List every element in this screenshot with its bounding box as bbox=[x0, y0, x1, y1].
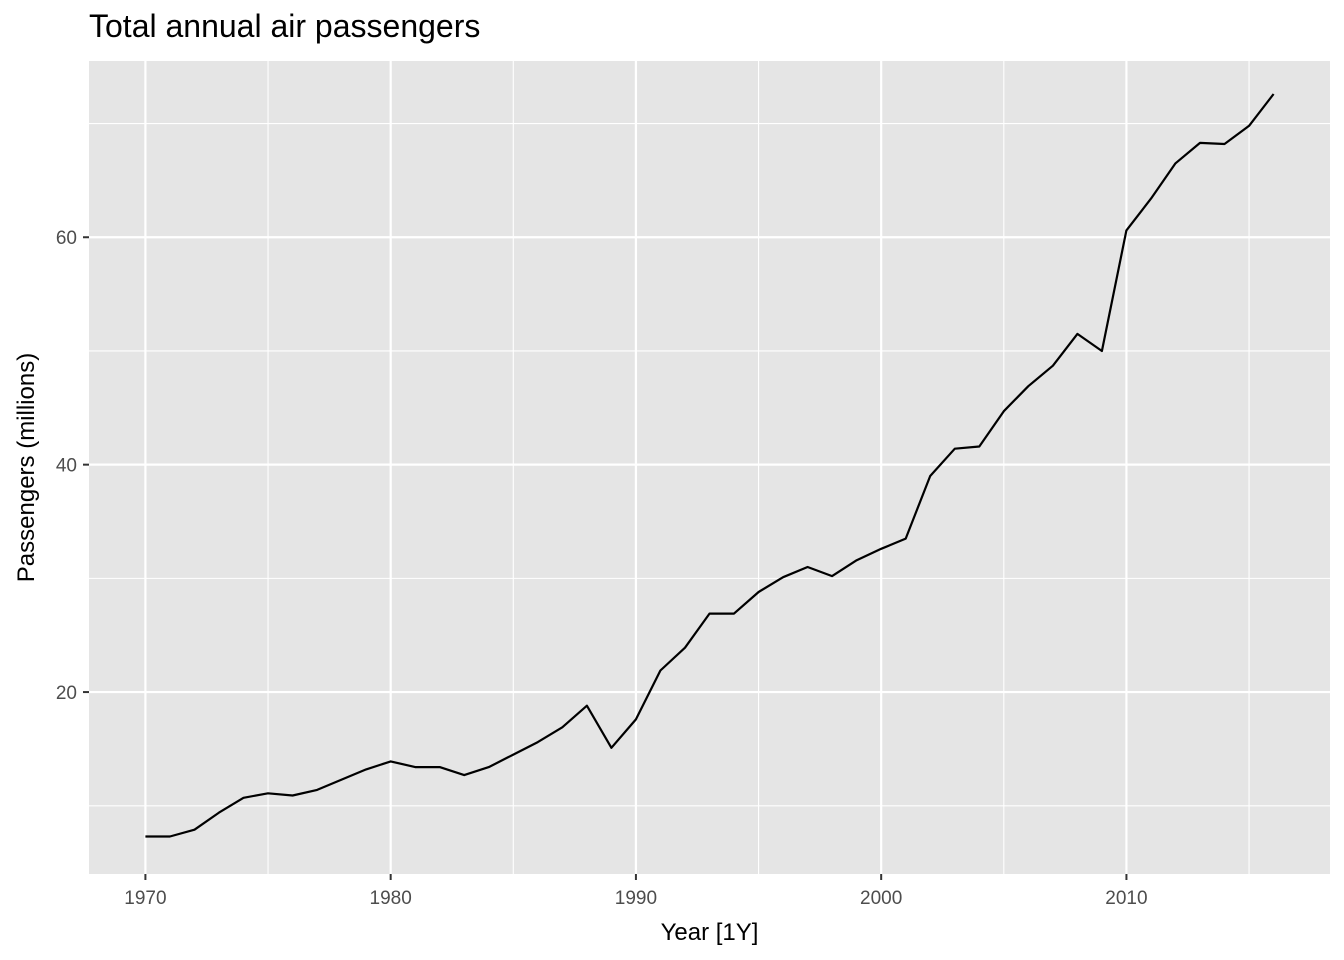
x-tick-label: 1990 bbox=[615, 888, 657, 909]
x-tick-label: 1970 bbox=[124, 888, 166, 909]
major-gridlines bbox=[89, 61, 1330, 874]
y-axis-title: Passengers (millions) bbox=[13, 353, 40, 582]
x-tick-label: 2000 bbox=[860, 888, 902, 909]
y-tick-label: 60 bbox=[56, 228, 77, 249]
plot-panel bbox=[89, 61, 1330, 874]
chart-title: Total annual air passengers bbox=[89, 8, 481, 44]
x-axis: 1970 1980 1990 2000 2010 bbox=[124, 874, 1148, 909]
y-axis: 20 40 60 bbox=[56, 228, 89, 704]
x-tick-label: 1980 bbox=[370, 888, 412, 909]
x-tick-label: 2010 bbox=[1105, 888, 1147, 909]
minor-gridlines bbox=[89, 61, 1330, 874]
y-tick-label: 20 bbox=[56, 683, 77, 704]
y-tick-label: 40 bbox=[56, 456, 77, 477]
series-line bbox=[145, 93, 1275, 838]
x-axis-title: Year [1Y] bbox=[661, 919, 759, 946]
